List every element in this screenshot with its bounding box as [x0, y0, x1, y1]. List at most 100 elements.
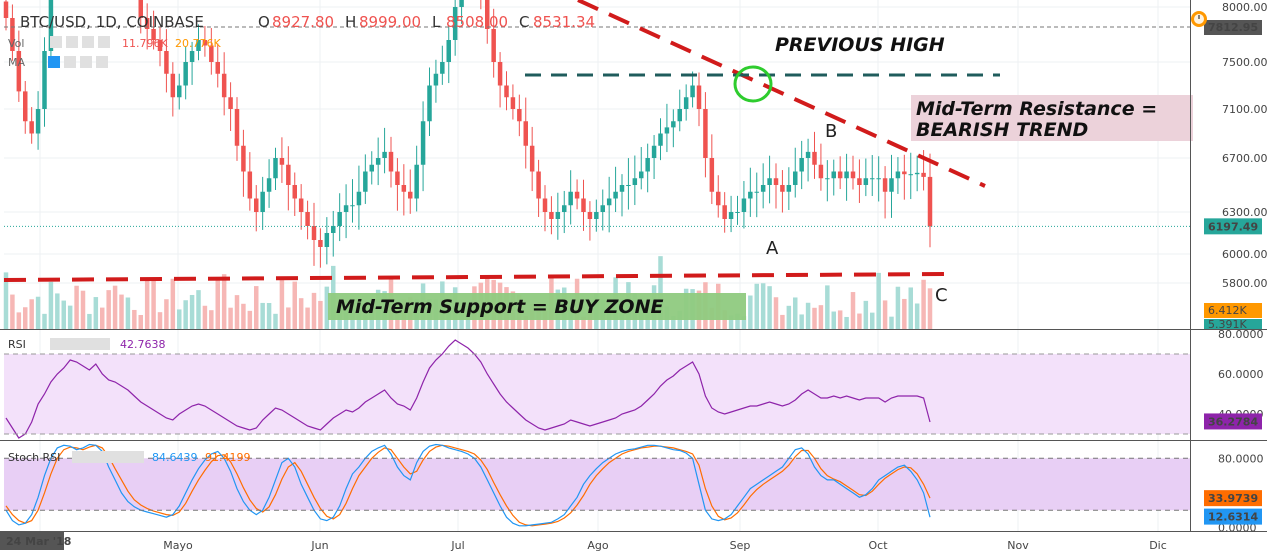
candle-body	[260, 191, 265, 212]
volume-tag	[1204, 319, 1262, 329]
volume-bar	[799, 314, 804, 329]
candle-body	[600, 205, 605, 212]
volume-bar	[895, 286, 901, 329]
candle-body	[42, 51, 47, 109]
volume-bar	[831, 311, 836, 329]
time-tick-label: Dic	[1149, 539, 1167, 552]
stoch-controls[interactable]	[72, 451, 144, 463]
ma-control[interactable]	[80, 56, 92, 68]
ma-settings-icon[interactable]	[48, 56, 60, 68]
time-tick-label: Ago	[587, 539, 609, 552]
candle-body	[324, 233, 330, 247]
support-line[interactable]	[3, 272, 949, 282]
volume-bar	[3, 272, 9, 329]
candle-body	[189, 51, 195, 62]
volume-bar	[132, 309, 137, 329]
point-a-label: A	[766, 238, 779, 259]
volume-bar	[741, 316, 747, 329]
candle-body	[517, 109, 522, 122]
candle-body	[144, 18, 150, 29]
volume-bar	[202, 305, 208, 329]
volume-bar	[735, 313, 740, 329]
candle-body	[863, 178, 869, 185]
candle-body	[311, 226, 317, 240]
volume-bar	[889, 316, 894, 329]
volume-bar	[857, 313, 862, 329]
volume-bar	[273, 313, 278, 329]
ohlc-key: C	[519, 13, 529, 31]
candle-body	[568, 191, 573, 206]
ma-label: MA	[8, 56, 25, 69]
rsi-line	[5, 339, 931, 439]
volume-bar	[606, 313, 612, 329]
candles[interactable]	[3, 0, 933, 268]
stoch-tick-label: 0.0000	[1218, 522, 1257, 535]
candle-body	[202, 40, 208, 46]
volume-bar	[292, 281, 297, 329]
candle-body	[420, 121, 426, 165]
volume-bar	[837, 310, 843, 329]
reference-price-tag-text: 7812.95	[1208, 21, 1258, 34]
volume-bar	[748, 295, 753, 329]
candle-body	[3, 1, 9, 18]
candle-body	[356, 191, 362, 206]
volume-bar	[196, 290, 201, 329]
candle-body	[562, 205, 567, 212]
volume-bar	[157, 312, 163, 329]
vol-value-2: 20.776K	[175, 37, 221, 50]
candle-body	[491, 29, 496, 62]
candle-body	[574, 191, 580, 199]
rsi-controls[interactable]	[50, 338, 110, 350]
stoch-title: Stoch RSI	[8, 451, 60, 464]
price-tick-label: 6000.00	[1222, 248, 1267, 261]
candle-body	[837, 171, 843, 179]
vol-label: Vol	[8, 37, 24, 50]
time-tick-label: Mayo	[163, 539, 193, 552]
candle-body	[876, 178, 881, 180]
vol-controls[interactable]	[50, 36, 110, 48]
symbol-title: BTC/USD, 1D, COINBASE	[20, 13, 204, 31]
volume-bar	[93, 297, 99, 329]
resistance-trendline[interactable]	[577, 0, 986, 188]
candle-body	[234, 109, 240, 146]
candle-body	[536, 171, 541, 199]
candle-body	[504, 85, 509, 98]
candle-body	[728, 212, 734, 219]
candle-body	[497, 62, 503, 86]
volume-bar	[305, 307, 310, 329]
candle-body	[369, 164, 374, 172]
candle-body	[318, 240, 323, 247]
candle-body	[209, 45, 214, 62]
volume-bar	[74, 285, 79, 329]
candle-body	[780, 185, 785, 192]
candle-body	[273, 158, 278, 179]
volume-bar	[247, 310, 253, 329]
volume-bar	[228, 307, 233, 329]
candle-body	[889, 178, 894, 192]
price-tick-label: 6700.00	[1222, 152, 1267, 165]
candle-body	[157, 40, 163, 51]
candle-body	[805, 151, 811, 158]
price-tick-label: 5800.00	[1222, 277, 1267, 290]
ma-control[interactable]	[96, 56, 108, 68]
ohlc-values: O 8927.80 H 8999.00 L 8508.00 C 8531.34	[258, 13, 595, 31]
candle-body	[651, 145, 657, 158]
candle-body	[170, 73, 176, 98]
stoch-d-line	[5, 444, 931, 527]
ma-control[interactable]	[64, 56, 76, 68]
time-tick-label: Oct	[868, 539, 888, 552]
clock-icon[interactable]	[1191, 11, 1207, 27]
volume-bar	[61, 300, 66, 329]
candle-body	[850, 171, 856, 179]
candle-body	[722, 205, 727, 219]
time-tick-label: Jul	[450, 539, 464, 552]
last-price-tag	[1204, 218, 1262, 235]
candle-body	[709, 158, 715, 192]
rsi-last-tag-text: 36.2784	[1208, 415, 1258, 428]
candle-body	[594, 212, 599, 219]
ohlc-value: 8508.00	[446, 13, 508, 31]
candle-body	[549, 212, 554, 219]
candle-body	[542, 198, 548, 212]
